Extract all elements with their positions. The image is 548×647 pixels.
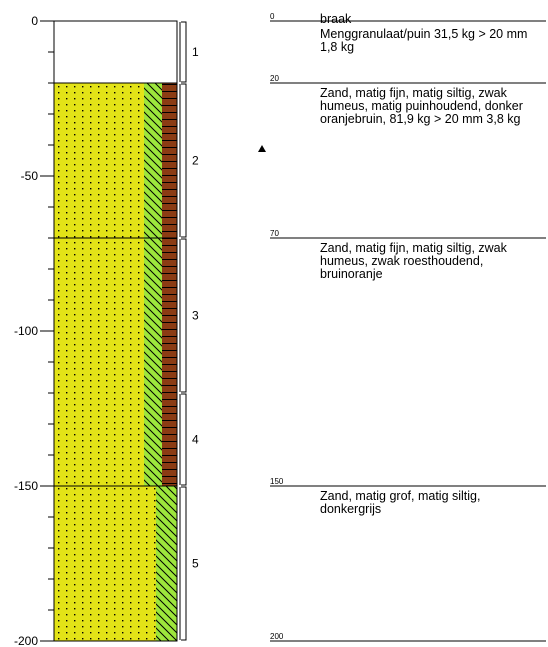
layer-1-debris (162, 83, 177, 238)
sample-label-3: 4 (192, 433, 199, 447)
depth-label-0: 0 (31, 14, 38, 28)
depth-label-2: -100 (14, 324, 38, 338)
rule-label-3: 150 (270, 477, 284, 486)
layer-description-1: Zand, matig fijn, matig siltig, zwak hum… (320, 87, 545, 126)
sample-brackets: 1 2 3 4 5 (179, 21, 199, 641)
groundwater-triangle (258, 145, 266, 152)
rule-label-2: 70 (270, 229, 279, 238)
depth-label-3: -150 (14, 479, 38, 493)
sample-label-2: 3 (192, 309, 199, 323)
sample-bracket-4 (181, 486, 187, 641)
layer-1-humus-hatch (144, 83, 162, 238)
layer-3-humus-hatch (156, 486, 177, 641)
layer-1-sand-dots (54, 83, 144, 238)
depth-axis: 0 -50 -100 -150 -200 (14, 14, 55, 647)
layer-2-humus-hatch (144, 238, 162, 486)
sample-bracket-3 (181, 393, 187, 486)
rule-label-1: 20 (270, 74, 279, 83)
sample-bracket-2 (181, 238, 187, 393)
depth-label-1: -50 (21, 169, 39, 183)
groundwater-marker (258, 145, 266, 152)
layer-0-fill (53, 20, 178, 84)
sample-bracket-1 (181, 83, 187, 238)
description-rules: 0 20 70 150 200 (270, 12, 546, 642)
depth-label-4: -200 (14, 634, 38, 647)
layer-2-debris (162, 238, 177, 486)
layer-3-sand-dots (54, 486, 156, 641)
layer-description-2: Zand, matig fijn, matig siltig, zwak hum… (320, 242, 545, 281)
sample-bracket-0 (181, 21, 187, 83)
layer-description-3: Zand, matig grof, matig siltig, donkergr… (320, 490, 545, 516)
layer-description-text: Zand, matig grof, matig siltig, donkergr… (320, 489, 481, 516)
layer-description-text: Zand, matig fijn, matig siltig, zwak hum… (320, 241, 507, 281)
layer-2-sand-dots (54, 238, 144, 486)
layer-description-text: Menggranulaat/puin 31,5 kg > 20 mm 1,8 k… (320, 27, 528, 54)
soil-column (53, 20, 178, 642)
sample-label-0: 1 (192, 45, 199, 59)
layer-title: braak (320, 12, 352, 26)
layer-description-text: Zand, matig fijn, matig siltig, zwak hum… (320, 86, 523, 126)
sample-label-1: 2 (192, 154, 199, 168)
rule-label-0: 0 (270, 12, 275, 21)
rule-label-end: 200 (270, 632, 284, 641)
sample-label-4: 5 (192, 557, 199, 571)
layer-description-0: braak Menggranulaat/puin 31,5 kg > 20 mm … (320, 13, 545, 54)
